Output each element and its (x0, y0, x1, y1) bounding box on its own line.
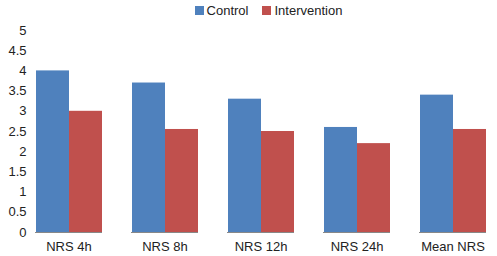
html-text:Control: Control (206, 2, 249, 18)
svg-text:NRS 4h: NRS 4h (46, 239, 92, 254)
svg-text:3: 3 (19, 103, 26, 118)
svg-text:NRS 8h: NRS 8h (142, 239, 188, 254)
html-text:Intervention: Intervention (274, 2, 343, 18)
svg-text:4.5: 4.5 (8, 43, 26, 58)
svg-text:2: 2 (19, 144, 26, 159)
svg-text:Mean NRS: Mean NRS (421, 239, 485, 254)
svg-text:4: 4 (19, 63, 26, 78)
svg-text:0.5: 0.5 (8, 204, 26, 219)
svg-text:NRS 24h: NRS 24h (331, 239, 384, 254)
svg-text:NRS 12h: NRS 12h (235, 239, 288, 254)
svg-text:0: 0 (19, 225, 26, 240)
svg-text:1: 1 (19, 184, 26, 199)
svg-text:2.5: 2.5 (8, 124, 26, 139)
svg-text:5: 5 (19, 23, 26, 38)
svg-text:1.5: 1.5 (8, 164, 26, 179)
svg-text:3.5: 3.5 (8, 83, 26, 98)
